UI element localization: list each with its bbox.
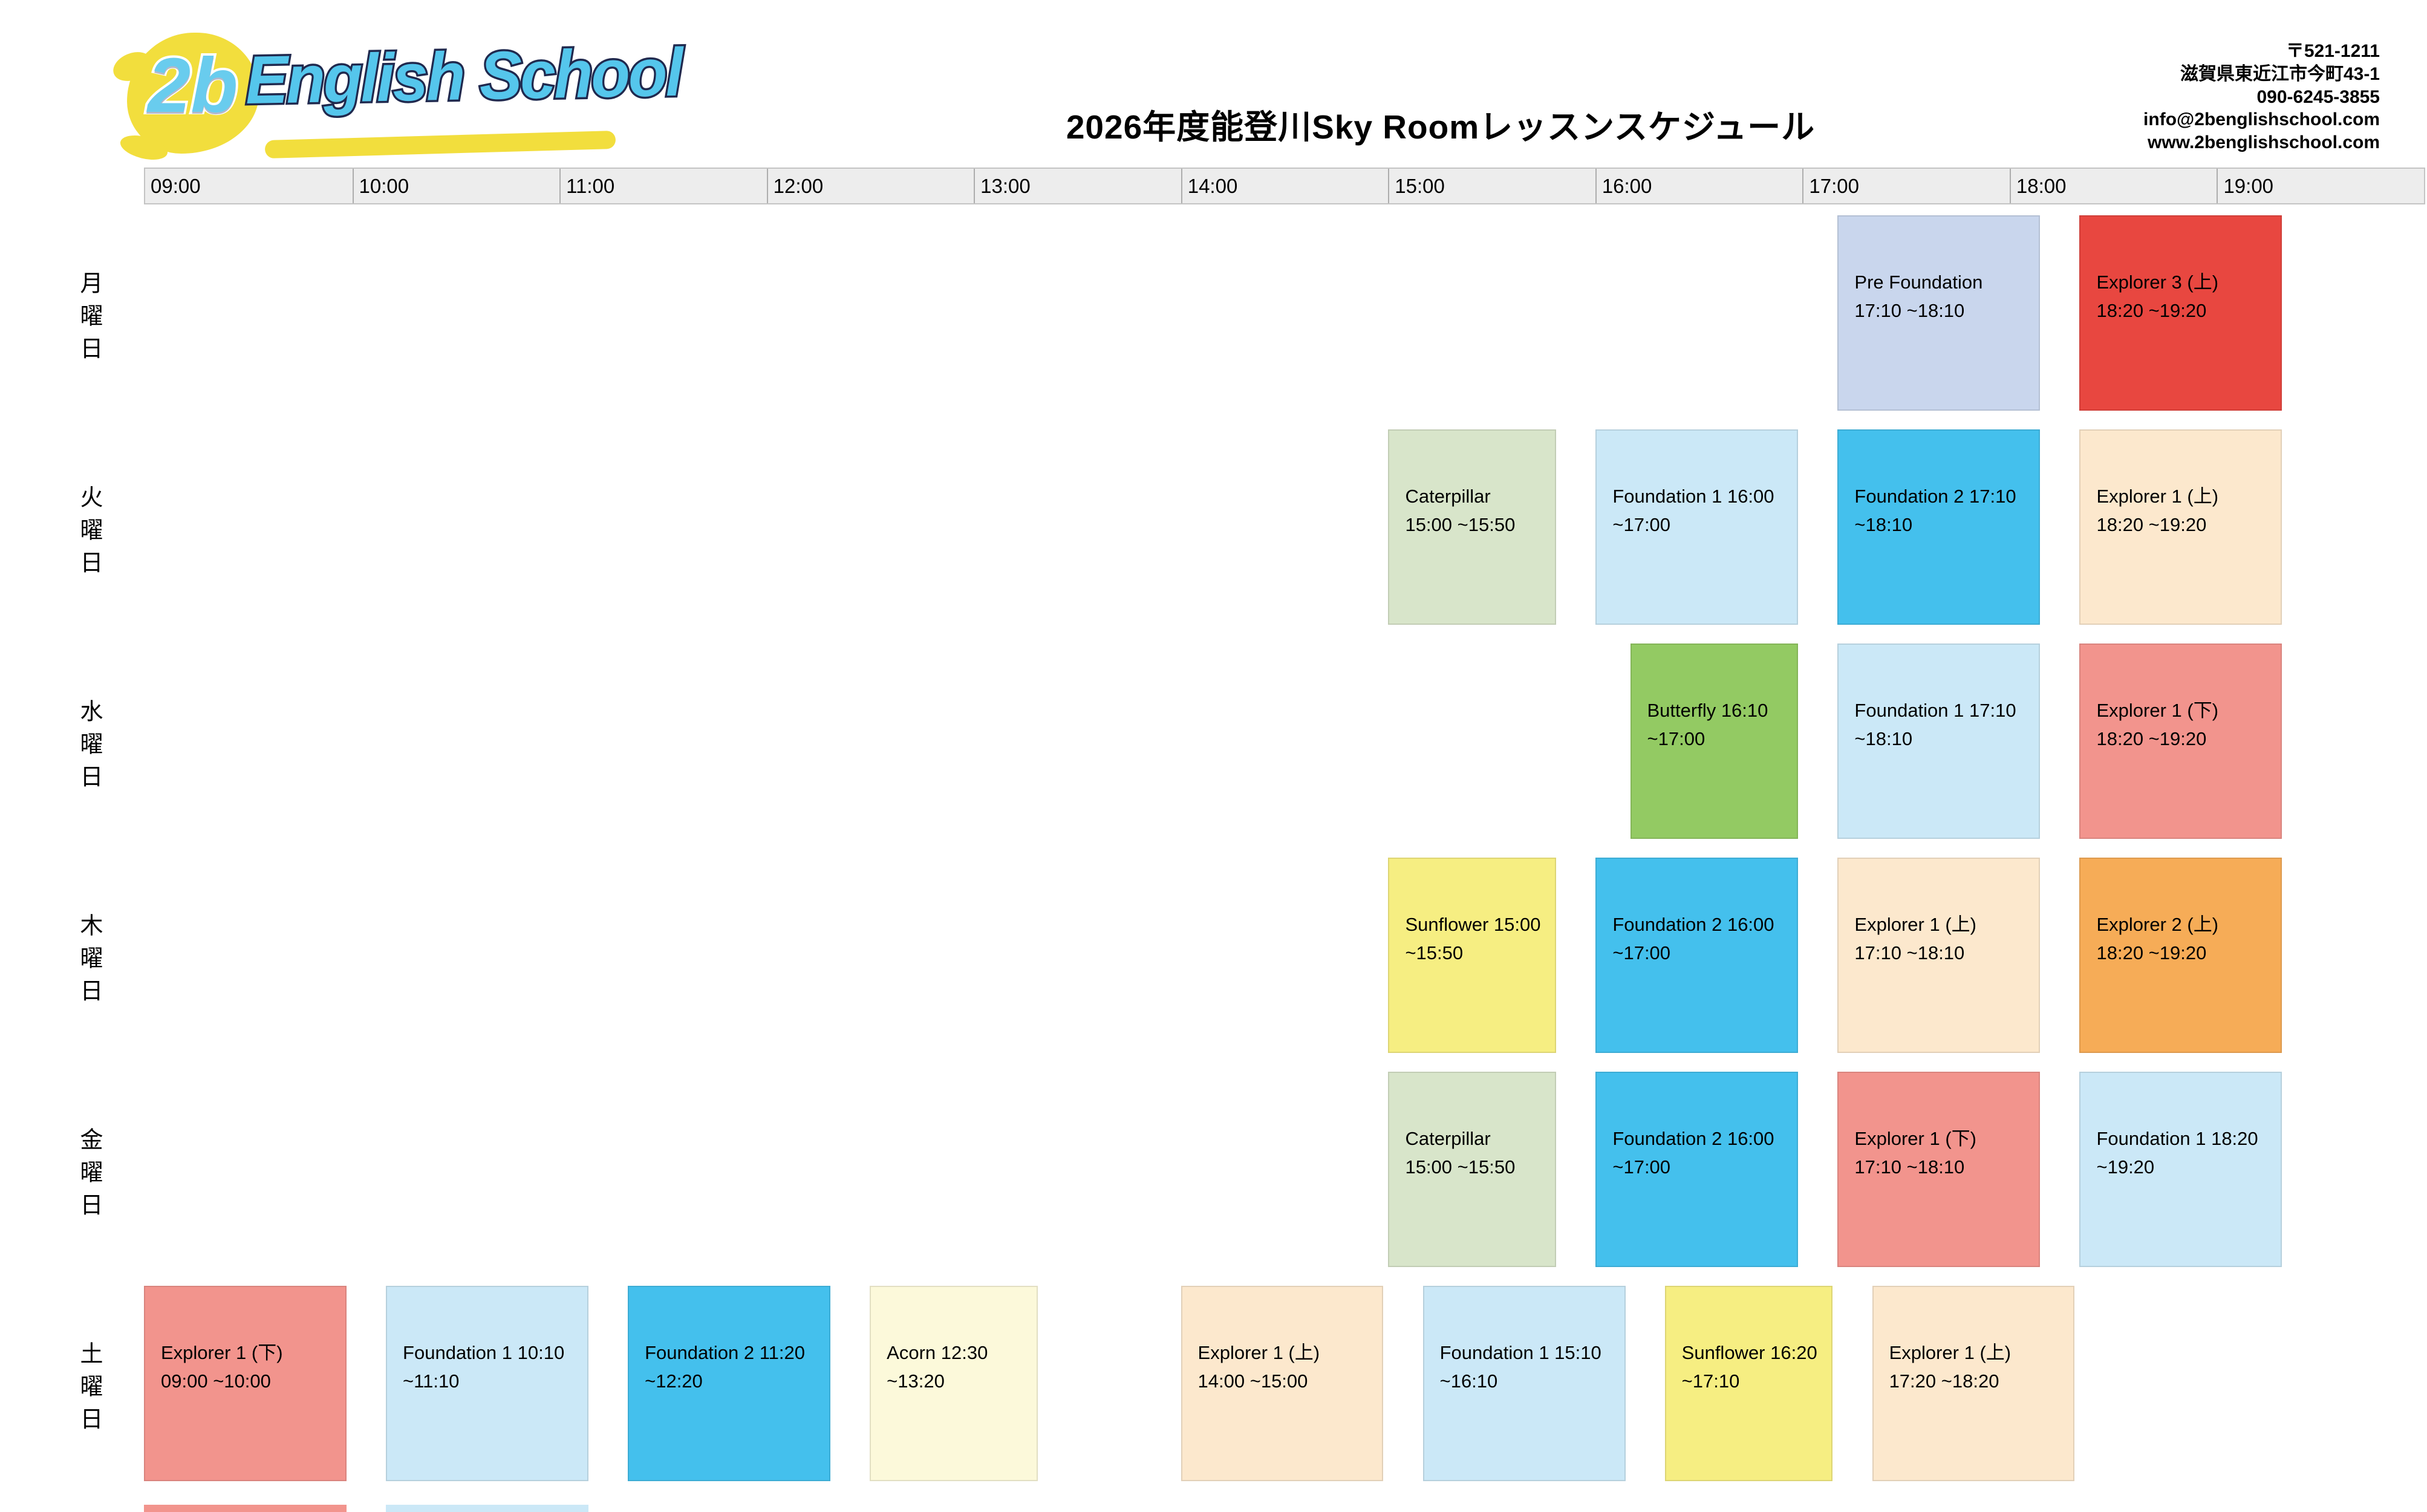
time-tick-label: 12:00: [766, 169, 974, 203]
lesson-label: Sunflower 15:00 ~15:50: [1405, 914, 1541, 963]
day-label: 火曜日: [76, 485, 102, 583]
lesson-block: Explorer 2 (上) 18:20 ~19:20: [2079, 858, 2282, 1053]
lesson-label: Explorer 2 (上) 18:20 ~19:20: [2096, 914, 2219, 963]
contact-website[interactable]: www.2benglishschool.com: [2148, 132, 2380, 153]
lesson-block: Foundation 2 16:00 ~17:00: [1595, 1072, 1799, 1267]
page-title: 2026年度能登川Sky Roomレッスンスケジュール: [1066, 108, 1816, 146]
time-tick-label: 19:00: [2217, 169, 2424, 203]
lesson-block: Acorn 12:30 ~13:20: [870, 1286, 1038, 1481]
lesson-label: Explorer 1 (上) 17:10 ~18:10: [1854, 914, 1976, 963]
lesson-label: Explorer 1 (下) 17:10 ~18:10: [1854, 1128, 1976, 1178]
lesson-label: Foundation 2 16:00 ~17:00: [1612, 914, 1774, 963]
lesson-block: Sunflower 15:00 ~15:50: [1388, 858, 1557, 1053]
lesson-block: Explorer 1 (上) 14:00 ~15:00: [1181, 1286, 1384, 1481]
lesson-block: Butterfly 16:10 ~17:00: [1630, 644, 1799, 839]
lesson-block: Explorer 1 (上) 18:20 ~19:20: [2079, 429, 2282, 625]
logo-paint-blob: [127, 33, 259, 154]
time-tick-label: 14:00: [1181, 169, 1389, 203]
lesson-label: Explorer 1 (上) 14:00 ~15:00: [1197, 1342, 1320, 1392]
lesson-label: Sunflower 16:20 ~17:10: [1681, 1342, 1817, 1392]
lesson-label: Foundation 1 10:10 ~11:10: [403, 1342, 565, 1392]
lesson-label: Acorn 12:30 ~13:20: [887, 1342, 988, 1392]
lesson-block: Pre Foundation 17:10 ~18:10: [1837, 215, 2041, 411]
lesson-label: Explorer 1 (下) 18:20 ~19:20: [2096, 700, 2219, 749]
schedule-rows: 月曜日 Pre Foundation 17:10 ~18:10 Explorer 3…: [0, 213, 2427, 1497]
lesson-label: Caterpillar 15:00 ~15:50: [1405, 1128, 1516, 1178]
lesson-label: Explorer 1 (上) 18:20 ~19:20: [2096, 486, 2219, 535]
time-tick-label: 10:00: [352, 169, 560, 203]
day-label: 木曜日: [76, 913, 102, 1011]
contact-info: 〒521-1211 滋賀県東近江市今町43-1 090-6245-3855 in…: [2143, 40, 2380, 154]
lesson-block: Foundation 1 17:10 ~18:10: [1837, 644, 2041, 839]
time-tick-label: 09:00: [151, 174, 201, 197]
lesson-label: Foundation 1 18:20 ~19:20: [2096, 1128, 2258, 1178]
lesson-label: Butterfly 16:10 ~17:00: [1647, 700, 1768, 749]
time-tick-label: 16:00: [1595, 169, 1803, 203]
lesson-block: Explorer 1 (上) 17:10 ~18:10: [1837, 858, 2041, 1053]
logo-school-name: English School: [243, 32, 685, 120]
lesson-block: Sunflower 16:20 ~17:10: [1664, 1286, 1833, 1481]
day-row: 月曜日 Pre Foundation 17:10 ~18:10 Explorer 3…: [0, 213, 2427, 427]
lesson-label: Pre Foundation 17:10 ~18:10: [1854, 272, 1983, 321]
lesson-block: Explorer 1 (上) 17:20 ~18:20: [1872, 1286, 2075, 1481]
day-lane: Explorer 1 (下) 09:00 ~10:00 Foundation 1 …: [144, 1286, 2425, 1481]
lesson-label: Foundation 1 17:10 ~18:10: [1854, 700, 2016, 749]
lesson-block: Explorer 1 (下) 09:00 ~10:00: [144, 1286, 347, 1481]
logo-paint-swash: [264, 130, 616, 159]
day-lane: Sunflower 15:00 ~15:50 Foundation 2 16:00…: [144, 858, 2425, 1053]
day-row: 木曜日 Sunflower 15:00 ~15:50 Foundation 2 16…: [0, 855, 2427, 1069]
lesson-block: Explorer 1 (下) 18:20 ~19:20: [2079, 644, 2282, 839]
lesson-label: Foundation 2 16:00 ~17:00: [1612, 1128, 1774, 1178]
time-tick-label: 17:00: [1802, 169, 2010, 203]
day-label: 金曜日: [76, 1127, 102, 1225]
lesson-label: Foundation 1 16:00 ~17:00: [1612, 486, 1774, 535]
day-row: 土曜日 Explorer 1 (下) 09:00 ~10:00 Foundation…: [0, 1283, 2427, 1497]
time-tick-label: 15:00: [1388, 169, 1595, 203]
day-lane: Caterpillar 15:00 ~15:50 Foundation 1 16:…: [144, 429, 2425, 625]
time-tick-label: 11:00: [559, 169, 767, 203]
lesson-label: Explorer 3 (上) 18:20 ~19:20: [2096, 272, 2219, 321]
lesson-label: Explorer 1 (下) 09:00 ~10:00: [161, 1342, 283, 1392]
day-lane: Butterfly 16:10 ~17:00 Foundation 1 17:10…: [144, 644, 2425, 839]
day-label: 水曜日: [76, 699, 102, 797]
contact-email[interactable]: info@2benglishschool.com: [2143, 109, 2380, 130]
contact-address: 滋賀県東近江市今町43-1: [2180, 64, 2380, 84]
day-row: 火曜日 Caterpillar 15:00 ~15:50 Foundation 1 …: [0, 427, 2427, 641]
lesson-label: Foundation 2 17:10 ~18:10: [1854, 486, 2016, 535]
lesson-block: Foundation 1 15:10 ~16:10: [1422, 1286, 1626, 1481]
lesson-block: Caterpillar 15:00 ~15:50: [1388, 429, 1557, 625]
day-lane: Pre Foundation 17:10 ~18:10 Explorer 3 (上…: [144, 215, 2425, 411]
lesson-block: Foundation 1 10:10 ~11:10: [386, 1286, 588, 1481]
contact-phone: 090-6245-3855: [2256, 86, 2380, 107]
time-axis: 09:00 10:00 11:00 12:00 13:00 14:00 15:00 16:00…: [144, 168, 2425, 204]
school-logo: 2b English School: [127, 25, 684, 177]
day-label: 土曜日: [76, 1341, 102, 1439]
lesson-block: Foundation 2 11:20 ~12:20: [628, 1286, 831, 1481]
day-row: 水曜日 Butterfly 16:10 ~17:00 Foundation 1 17…: [0, 641, 2427, 855]
lesson-block: Explorer 1 (下) 17:10 ~18:10: [1837, 1072, 2041, 1267]
lesson-label: Explorer 1 (上) 17:20 ~18:20: [1889, 1342, 2012, 1392]
lesson-block: Explorer 3 (上) 18:20 ~19:20: [2079, 215, 2282, 411]
lesson-block: Foundation 2 16:00 ~17:00: [1595, 858, 1799, 1053]
lesson-block: Foundation 1 16:00 ~17:00: [1595, 429, 1799, 625]
time-tick-label: 18:00: [2009, 169, 2217, 203]
lesson-label: Caterpillar 15:00 ~15:50: [1405, 486, 1516, 535]
lesson-block: Foundation 2 17:10 ~18:10: [1837, 429, 2041, 625]
cutoff-lesson-sliver: [144, 1505, 347, 1512]
lesson-label: Foundation 2 11:20 ~12:20: [645, 1342, 805, 1392]
day-row: 金曜日 Caterpillar 15:00 ~15:50 Foundation 2 …: [0, 1069, 2427, 1283]
lesson-label: Foundation 1 15:10 ~16:10: [1439, 1342, 1601, 1392]
lesson-block: Caterpillar 15:00 ~15:50: [1388, 1072, 1557, 1267]
lesson-block: Foundation 1 18:20 ~19:20: [2079, 1072, 2282, 1267]
day-lane: Caterpillar 15:00 ~15:50 Foundation 2 16:…: [144, 1072, 2425, 1267]
day-label: 月曜日: [76, 271, 102, 369]
cutoff-lesson-sliver: [386, 1505, 588, 1512]
contact-postal-code: 〒521-1211: [2285, 41, 2380, 61]
logo-badge: 2b: [145, 40, 240, 131]
time-tick-label: 13:00: [974, 169, 1181, 203]
partial-next-row: [144, 1505, 2425, 1512]
